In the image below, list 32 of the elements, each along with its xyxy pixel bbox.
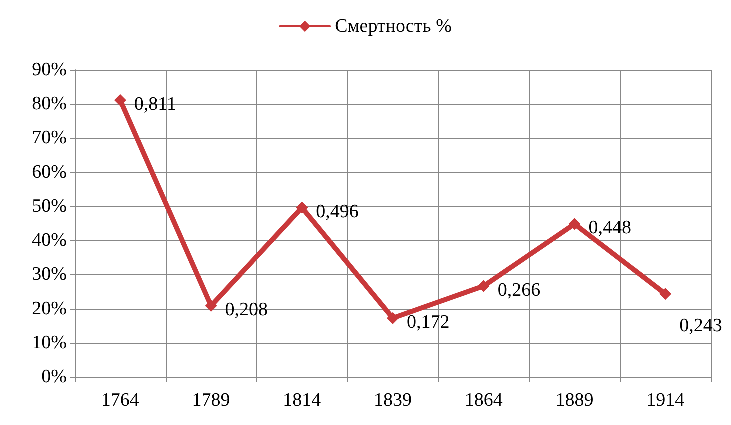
- y-tick-label: 40%: [32, 230, 68, 252]
- data-label: 0,172: [407, 312, 450, 333]
- point: [660, 288, 672, 300]
- y-tick-label: 50%: [32, 196, 68, 217]
- point: [478, 280, 490, 292]
- point: [114, 94, 126, 106]
- y-tick-label: 80%: [32, 94, 68, 115]
- x-tick-label: 1764: [101, 390, 140, 411]
- y-tick-label: 20%: [32, 298, 68, 320]
- data-label: 0,496: [316, 201, 359, 222]
- point: [568, 218, 581, 230]
- data-label: 0,266: [498, 280, 541, 301]
- point: [387, 312, 399, 324]
- y-tick-label: 70%: [32, 128, 68, 149]
- legend-label: Смертность %: [335, 16, 452, 37]
- x-tick-label: 1839: [374, 390, 412, 411]
- x-tick-label: 1814: [283, 390, 322, 411]
- x-tick-label: 1864: [464, 390, 504, 411]
- point: [296, 202, 308, 214]
- x-tick-label: 1889: [556, 390, 594, 411]
- data-label: 0,448: [588, 218, 632, 239]
- y-tick-label: 10%: [32, 332, 68, 354]
- data-label: 0,243: [680, 316, 722, 337]
- y-tick-label: 0%: [42, 366, 68, 388]
- x-tick-label: 1789: [192, 390, 230, 411]
- x-tick-label: 1914: [646, 390, 686, 411]
- point: [205, 300, 218, 312]
- y-tick-label: 90%: [32, 60, 68, 80]
- data-label: 0,811: [134, 94, 176, 115]
- y-tick-label: 60%: [32, 162, 68, 183]
- y-tick-label: 30%: [32, 264, 68, 286]
- data-label: 0,208: [225, 300, 268, 321]
